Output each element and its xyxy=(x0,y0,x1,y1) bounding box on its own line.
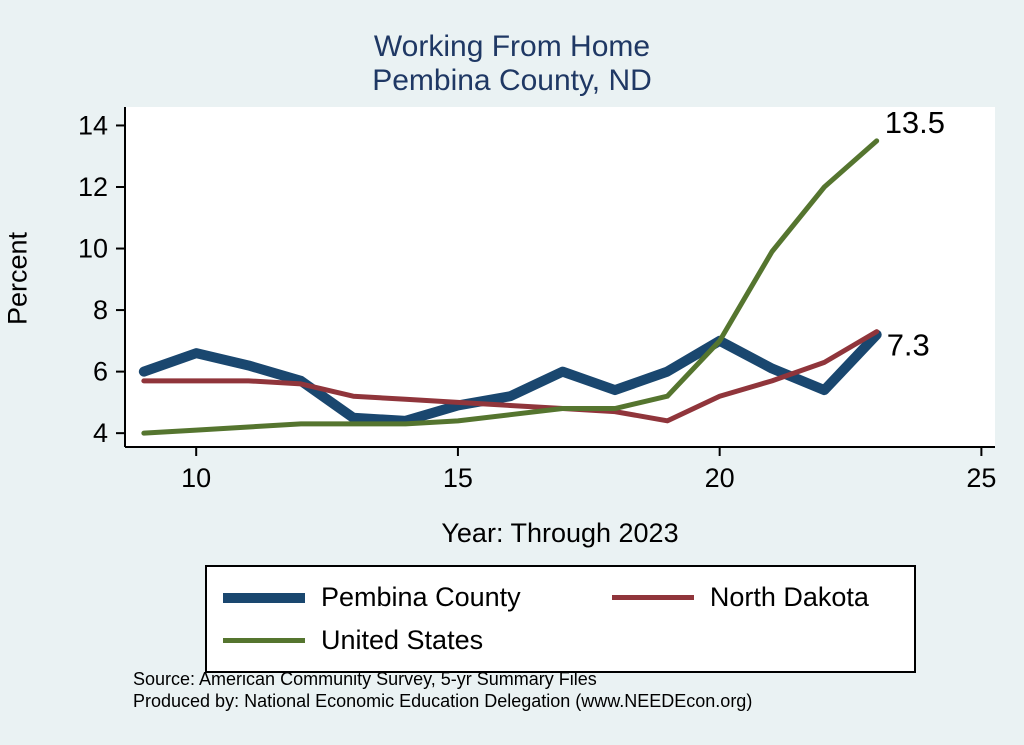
y-tick-label: 14 xyxy=(78,110,108,140)
united-states-line-swatch xyxy=(223,638,305,643)
series-line-north-dakota xyxy=(141,329,880,424)
north-dakota-line-swatch xyxy=(611,595,694,600)
x-tick-label: 15 xyxy=(443,463,473,493)
legend-label: Pembina County xyxy=(321,582,521,612)
chart-title-line2: Pembina County, ND xyxy=(372,64,652,97)
y-tick-label: 10 xyxy=(78,234,108,264)
x-axis-label: Year: Through 2023 xyxy=(441,518,679,548)
y-tick-label: 4 xyxy=(93,418,108,448)
x-tick-label: 20 xyxy=(705,463,735,493)
legend-item-north-dakota: North Dakota xyxy=(596,576,914,619)
y-tick-label: 6 xyxy=(93,357,108,387)
chart-title-line1: Working From Home xyxy=(373,30,651,63)
value-annotation: 13.5 xyxy=(885,105,945,140)
chart-title: Working From Home Pembina County, ND xyxy=(0,30,1024,98)
x-tick-label: 10 xyxy=(181,463,211,493)
legend-label: North Dakota xyxy=(709,582,869,612)
source-line1: Source: American Community Survey, 5-yr … xyxy=(133,669,597,689)
series-line-united-states xyxy=(141,138,880,436)
source-line2: Produced by: National Economic Education… xyxy=(133,691,753,711)
y-tick-label: 8 xyxy=(93,295,108,325)
legend-label: United States xyxy=(321,625,484,655)
legend: Pembina County North Dakota United State… xyxy=(205,565,916,673)
series-line-pembina-county xyxy=(138,329,882,426)
value-annotation: 7.3 xyxy=(887,328,930,363)
x-tick-label: 25 xyxy=(966,463,996,493)
source-note: Source: American Community Survey, 5-yr … xyxy=(133,668,752,712)
y-axis-label: Percent xyxy=(2,231,33,326)
legend-item-united-states: United States xyxy=(207,619,596,662)
legend-item-pembina-county: Pembina County xyxy=(207,576,596,619)
pembina-county-line-swatch xyxy=(223,592,305,603)
plot-area xyxy=(125,107,995,447)
y-tick-label: 12 xyxy=(78,172,108,202)
